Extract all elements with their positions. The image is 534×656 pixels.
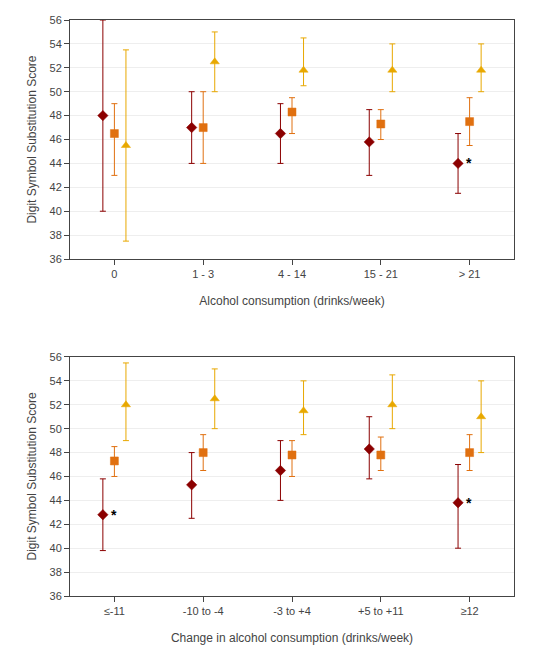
svg-text:4 - 14: 4 - 14 [278, 268, 306, 280]
svg-text:≥12: ≥12 [460, 605, 478, 617]
svg-text:52: 52 [50, 62, 62, 74]
svg-text:> 21: > 21 [459, 268, 481, 280]
svg-text:50: 50 [50, 86, 62, 98]
svg-text:-3 to +4: -3 to +4 [273, 605, 311, 617]
svg-text:≤-11: ≤-11 [104, 605, 125, 617]
svg-text:Digit Symbol Substitution Scor: Digit Symbol Substitution Score [25, 55, 39, 223]
svg-text:48: 48 [50, 446, 62, 458]
svg-text:42: 42 [50, 518, 62, 530]
svg-text:48: 48 [50, 109, 62, 121]
svg-text:+5 to +11: +5 to +11 [358, 605, 404, 617]
svg-text:50: 50 [50, 423, 62, 435]
svg-text:Alcohol consumption (drinks/we: Alcohol consumption (drinks/week) [199, 294, 384, 308]
svg-text:36: 36 [50, 253, 62, 265]
svg-text:46: 46 [50, 470, 62, 482]
svg-text:15 - 21: 15 - 21 [364, 268, 398, 280]
svg-text:56: 56 [50, 351, 62, 363]
svg-text:44: 44 [50, 157, 62, 169]
svg-text:*: * [111, 507, 117, 523]
svg-text:46: 46 [50, 133, 62, 145]
svg-text:0: 0 [111, 268, 117, 280]
svg-text:36: 36 [50, 590, 62, 602]
svg-text:54: 54 [50, 38, 62, 50]
svg-text:*: * [466, 155, 472, 171]
svg-text:54: 54 [50, 375, 62, 387]
svg-text:1 - 3: 1 - 3 [192, 268, 214, 280]
svg-text:40: 40 [50, 542, 62, 554]
svg-text:44: 44 [50, 494, 62, 506]
svg-text:-10 to -4: -10 to -4 [183, 605, 224, 617]
svg-text:40: 40 [50, 205, 62, 217]
svg-text:*: * [466, 495, 472, 511]
svg-text:Change in alcohol consumption: Change in alcohol consumption (drinks/we… [171, 631, 413, 645]
svg-text:38: 38 [50, 229, 62, 241]
svg-text:56: 56 [50, 14, 62, 26]
svg-text:38: 38 [50, 566, 62, 578]
svg-text:42: 42 [50, 181, 62, 193]
svg-text:52: 52 [50, 399, 62, 411]
svg-text:Digit Symbol Substitution Scor: Digit Symbol Substitution Score [25, 392, 39, 560]
